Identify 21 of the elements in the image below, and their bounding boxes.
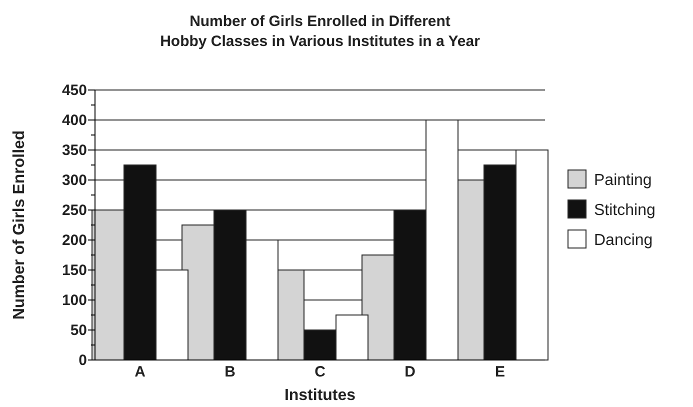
x-axis-title: Institutes [284, 387, 356, 404]
y-axis-title: Number of Girls Enrolled [11, 130, 28, 320]
y-tick-label: 200 [62, 232, 87, 249]
x-tick-label: A [134, 364, 146, 380]
y-tick-label: 250 [62, 202, 87, 219]
y-tick-label: 450 [62, 82, 87, 99]
x-tick-label: C [314, 364, 326, 380]
legend-label: Stitching [594, 202, 656, 219]
x-tick-label: D [404, 364, 416, 380]
y-tick-label: 350 [62, 142, 87, 159]
legend-label: Dancing [594, 232, 653, 249]
x-tick-label: E [494, 364, 506, 380]
y-tick-label: 400 [62, 112, 87, 129]
y-tick-label: 100 [62, 292, 87, 309]
y-tick-label: 0 [78, 352, 87, 369]
chart-title: Number of Girls Enrolled in Different Hobby Classes in Various Institutes in a Year [160, 13, 480, 50]
legend-label: Painting [594, 172, 652, 189]
y-tick-label: 50 [70, 322, 87, 339]
x-tick-label: B [224, 364, 236, 380]
y-tick-label: 150 [62, 262, 87, 279]
y-tick-label: 300 [62, 172, 87, 189]
